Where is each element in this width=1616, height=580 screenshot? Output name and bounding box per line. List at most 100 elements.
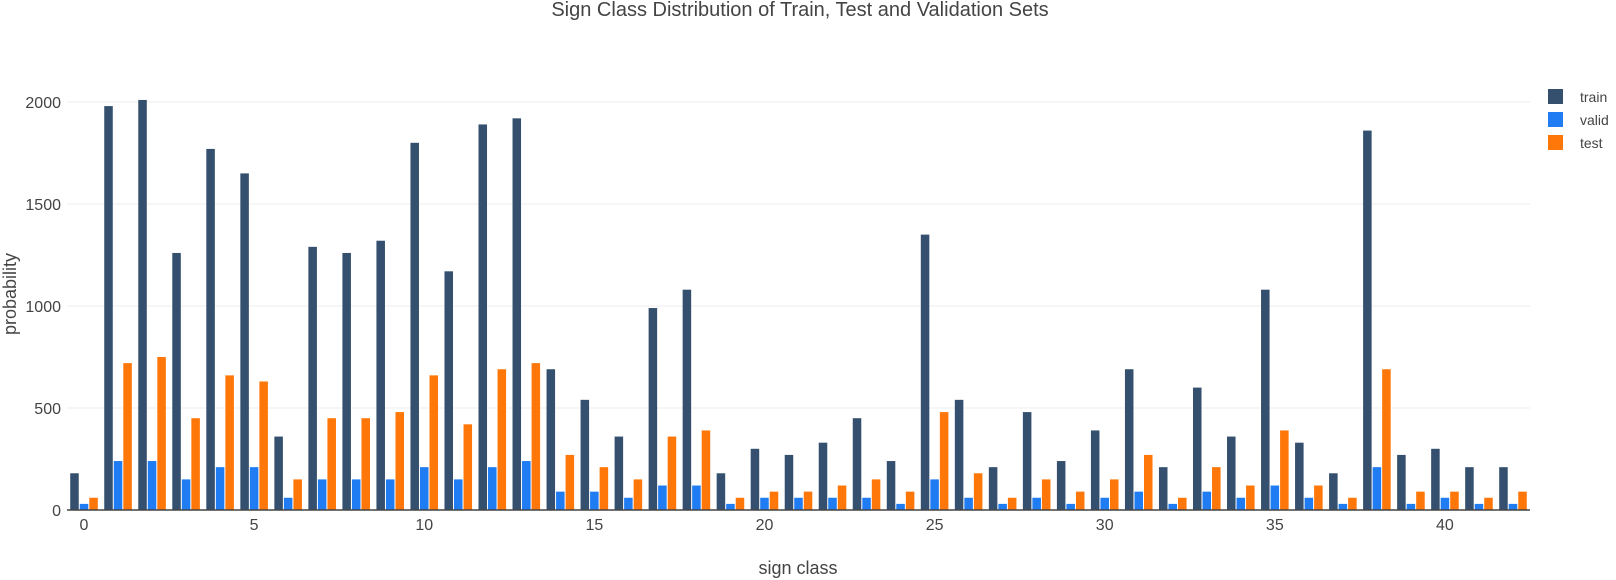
bar-test xyxy=(735,497,745,510)
bar-test xyxy=(667,436,677,510)
bar-valid xyxy=(930,479,939,510)
bar-test xyxy=(1246,485,1255,510)
bar-test xyxy=(327,418,336,510)
x-tick-label: 40 xyxy=(1436,517,1454,534)
bar-train xyxy=(172,252,181,510)
bar-train xyxy=(70,473,79,510)
bar-test xyxy=(157,357,166,510)
y-tick-labels: 0 500 1000 1500 2000 xyxy=(25,95,61,520)
bar-train xyxy=(1090,430,1100,510)
bar-train xyxy=(1056,461,1066,510)
x-tick-label: 20 xyxy=(756,517,774,534)
bar-test xyxy=(259,381,268,510)
x-tick-label: 25 xyxy=(926,517,944,534)
bar-test xyxy=(1348,497,1357,510)
bar-test xyxy=(905,491,915,510)
legend: train valid test xyxy=(1548,89,1609,151)
bar-test xyxy=(89,497,98,510)
legend-swatch-valid xyxy=(1548,112,1563,127)
bar-train xyxy=(1329,473,1338,510)
bar-train xyxy=(512,118,522,510)
bar-valid xyxy=(1508,503,1518,510)
bar-valid xyxy=(249,467,259,510)
y-tick-label: 0 xyxy=(52,503,61,520)
bar-test xyxy=(497,369,507,510)
x-tick-label: 35 xyxy=(1266,517,1284,534)
bar-valid xyxy=(79,503,89,510)
bar-train xyxy=(1295,442,1304,510)
bar-train xyxy=(988,467,998,510)
x-tick-labels: 0 5 10 15 20 25 30 35 40 xyxy=(80,517,1454,534)
bar-valid xyxy=(828,497,837,510)
bar-test xyxy=(1212,467,1221,510)
bar-valid xyxy=(1236,497,1246,510)
bar-train xyxy=(954,399,964,510)
bar-valid xyxy=(351,479,361,510)
bar-train xyxy=(1261,289,1270,510)
bar-valid xyxy=(1168,503,1178,510)
bar-valid xyxy=(419,467,429,510)
bar-valid xyxy=(760,497,769,510)
legend-label-valid: valid xyxy=(1580,112,1609,128)
x-tick-label: 10 xyxy=(415,517,433,534)
bar-test xyxy=(633,479,643,510)
bar-valid xyxy=(522,461,531,510)
bar-valid xyxy=(113,461,123,510)
bar-train xyxy=(1499,467,1508,510)
y-tick-label: 2000 xyxy=(25,95,61,112)
bar-test xyxy=(1007,497,1017,510)
bar-train xyxy=(1397,454,1406,510)
y-tick-label: 1000 xyxy=(25,299,61,316)
bar-train xyxy=(138,99,147,511)
bar-valid xyxy=(794,497,803,510)
x-tick-label: 30 xyxy=(1096,517,1114,534)
bar-train xyxy=(920,234,930,510)
bar-test xyxy=(463,424,473,510)
bar-test xyxy=(1143,454,1153,510)
bar-train xyxy=(682,289,692,510)
x-tick-label: 5 xyxy=(250,517,259,534)
bar-test xyxy=(293,479,302,510)
bar-valid xyxy=(1440,497,1450,510)
bar-valid xyxy=(998,503,1007,510)
bar-train xyxy=(784,454,794,510)
bar-valid xyxy=(1032,497,1041,510)
bar-train xyxy=(206,148,215,511)
bar-test xyxy=(1041,479,1051,510)
bar-valid xyxy=(692,485,701,510)
bar-valid xyxy=(1202,491,1212,510)
bar-test xyxy=(395,412,405,510)
bar-valid xyxy=(283,497,293,510)
bar-train xyxy=(274,436,283,510)
bar-train xyxy=(648,308,658,510)
bar-train xyxy=(750,448,760,510)
bar-train xyxy=(410,142,419,511)
bar-train xyxy=(342,252,351,510)
bar-valid xyxy=(385,479,395,510)
bar-test xyxy=(769,491,779,510)
bar-valid xyxy=(590,491,599,510)
x-tick-label: 0 xyxy=(80,517,89,534)
bar-test xyxy=(1450,491,1459,510)
y-axis-title: probability xyxy=(0,253,20,335)
bar-train xyxy=(716,473,726,510)
bar-train xyxy=(376,240,385,510)
bar-test xyxy=(429,375,439,510)
bar-valid xyxy=(1406,503,1416,510)
bar-valid xyxy=(1304,497,1314,510)
bar-test xyxy=(1382,369,1391,510)
bar-valid xyxy=(147,461,157,510)
bar-test xyxy=(1109,479,1119,510)
bar-train xyxy=(478,124,488,510)
bar-valid xyxy=(658,485,667,510)
bar-train xyxy=(852,418,862,510)
y-tick-label: 500 xyxy=(34,401,61,418)
bar-test xyxy=(1484,497,1493,510)
bar-test xyxy=(531,363,541,510)
x-axis-title: sign class xyxy=(758,558,837,578)
grid-lines xyxy=(67,101,1530,409)
bar-test xyxy=(191,418,200,510)
legend-swatch-train xyxy=(1548,89,1563,104)
legend-label-test: test xyxy=(1580,135,1603,151)
